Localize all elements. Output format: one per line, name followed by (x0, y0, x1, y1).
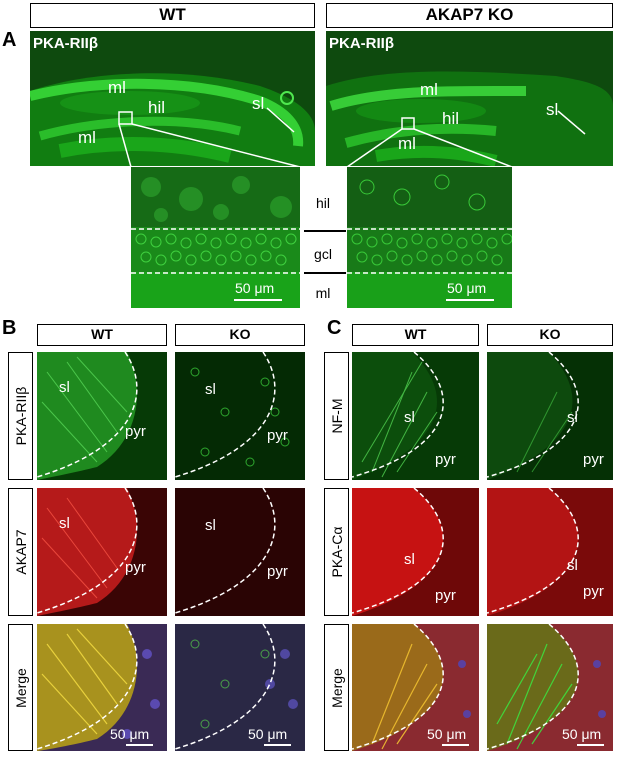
panel-b-row-label-3-text: Merge (12, 667, 29, 708)
wt-label-sl: sl (252, 94, 265, 113)
c-ko-pkaca-sl: sl (567, 557, 578, 574)
b-wt-rii-image: sl pyr (37, 352, 167, 480)
b-wt-akap7-image: sl pyr (37, 488, 167, 616)
c-wt-nfm-sl: sl (404, 409, 415, 426)
b-ko-akap7-sl: sl (205, 517, 216, 534)
c-wt-merge-scale-bar (442, 744, 469, 746)
layer-divider-2 (304, 272, 346, 274)
layer-divider-1 (304, 230, 346, 232)
wt-label-ml-1: ml (108, 78, 126, 97)
b-ko-rii-image: sl pyr (175, 352, 305, 480)
panel-a-letter: A (2, 29, 17, 51)
panel-c-row-label-3-text: Merge (328, 667, 345, 708)
b-ko-rii-pyr: pyr (267, 427, 288, 444)
b-wt-akap7-sl: sl (59, 515, 70, 532)
panel-a-header-wt: WT (30, 3, 315, 28)
panel-c-row-label-2-text: PKA-Cα (328, 526, 345, 578)
b-ko-akap7-pyr: pyr (267, 563, 288, 580)
ko-label-ml-1: ml (420, 80, 438, 99)
ko-label-sl: sl (546, 100, 559, 119)
panel-b-row-label-3: Merge (8, 624, 33, 751)
wt-stain-label: PKA-RIIβ (33, 35, 98, 52)
panel-c-header-wt: WT (352, 324, 479, 346)
wt-label-hil: hil (148, 98, 166, 117)
layer-label-ml: ml (315, 285, 331, 301)
c-ko-nfm-image: sl pyr (487, 352, 613, 480)
b-wt-rii-sl: sl (59, 379, 70, 396)
panel-b-row-label-2: AKAP7 (8, 488, 33, 616)
b-ko-akap7-image: sl pyr (175, 488, 305, 616)
ko-label-hil: hil (442, 109, 460, 128)
panel-c-row-label-1: NF-M (324, 352, 349, 480)
c-wt-pkaca-image: sl pyr (352, 488, 479, 616)
panel-b-row-label-2-text: AKAP7 (12, 529, 29, 575)
c-wt-nfm-image: sl pyr (352, 352, 479, 480)
c-wt-nfm-pyr: pyr (435, 451, 456, 468)
panel-c-row-label-3: Merge (324, 624, 349, 751)
b-ko-merge-scale-bar (264, 744, 291, 746)
panel-a-header-ko: AKAP7 KO (326, 3, 613, 28)
panel-b-letter: B (2, 317, 17, 339)
b-wt-merge-scale-bar (126, 744, 153, 746)
ko-inset-scale-bar (446, 299, 494, 301)
c-ko-merge-scale-label: 50 μm (562, 726, 602, 742)
layer-label-gcl: gcl (314, 246, 332, 262)
b-ko-rii-sl: sl (205, 381, 216, 398)
panel-b-header-wt: WT (37, 324, 167, 346)
panel-c-row-label-1-text: NF-M (328, 398, 345, 434)
ko-hippocampus-image: PKA-RIIβ ml hil ml sl (326, 31, 613, 166)
c-ko-pkaca-pyr: pyr (583, 583, 604, 600)
c-wt-pkaca-pyr: pyr (435, 587, 456, 604)
c-ko-merge-scale-bar (577, 744, 604, 746)
b-ko-merge-scale-label: 50 μm (248, 726, 288, 742)
c-wt-pkaca-sl: sl (404, 551, 415, 568)
panel-b-row-label-1: PKA-RIIβ (8, 352, 33, 480)
zoom-connectors (118, 123, 513, 168)
ko-label-ml-2: ml (398, 134, 416, 153)
b-wt-rii-pyr: pyr (125, 423, 146, 440)
c-ko-nfm-sl: sl (567, 409, 578, 426)
ko-inset-scale-label: 50 μm (447, 280, 487, 296)
c-wt-merge-scale-label: 50 μm (427, 726, 467, 742)
wt-hippocampus-image: PKA-RIIβ ml hil ml sl (30, 31, 315, 166)
wt-label-ml-2: ml (78, 128, 96, 147)
panel-c-header-ko: KO (487, 324, 613, 346)
c-ko-merge-image: 50 μm (487, 624, 613, 751)
ko-stain-label: PKA-RIIβ (329, 35, 394, 52)
wt-zoom-inset: 50 μm (131, 167, 300, 308)
b-wt-merge-image: 50 μm (37, 624, 167, 751)
ko-zoom-inset: 50 μm (347, 167, 512, 308)
panel-c-row-label-2: PKA-Cα (324, 488, 349, 616)
c-ko-pkaca-image: sl pyr (487, 488, 613, 616)
b-ko-merge-image: 50 μm (175, 624, 305, 751)
b-wt-merge-scale-label: 50 μm (110, 726, 150, 742)
c-wt-merge-image: 50 μm (352, 624, 479, 751)
layer-label-hil: hil (315, 195, 330, 211)
c-ko-nfm-pyr: pyr (583, 451, 604, 468)
panel-b-header-ko: KO (175, 324, 305, 346)
wt-inset-scale-bar (234, 299, 282, 301)
wt-inset-scale-label: 50 μm (235, 280, 275, 296)
panel-b-row-label-1-text: PKA-RIIβ (12, 386, 29, 446)
b-wt-akap7-pyr: pyr (125, 559, 146, 576)
panel-c-letter: C (327, 317, 342, 339)
